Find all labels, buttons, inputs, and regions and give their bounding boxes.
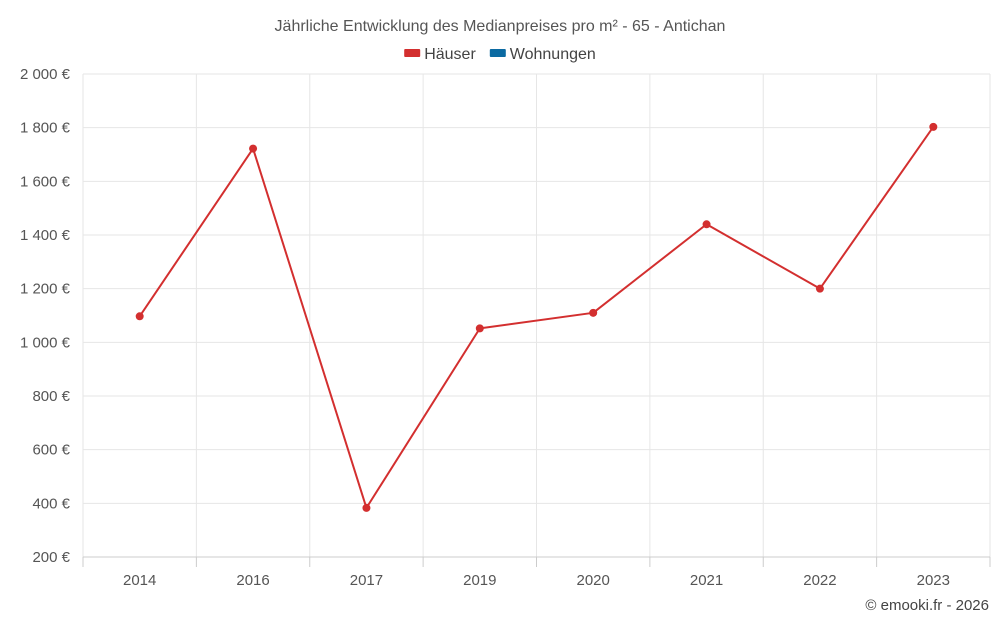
x-tick-label: 2019: [463, 572, 496, 589]
x-tick-label: 2022: [803, 572, 836, 589]
x-tick-label: 2020: [577, 572, 610, 589]
legend-swatch: [489, 49, 506, 57]
chart-title: Jährliche Entwicklung des Medianpreises …: [275, 18, 726, 35]
y-tick-label: 400 €: [32, 495, 70, 512]
y-tick-label: 1 000 €: [20, 334, 71, 351]
x-tick-label: 2017: [350, 572, 383, 589]
y-tick-label: 1 400 €: [20, 227, 71, 244]
y-tick-label: 1 600 €: [20, 173, 71, 190]
legend-swatch: [404, 49, 421, 57]
y-axis: 200 € 400 € 600 € 800 € 1 000 € 1 200 € 1 400 …: [20, 66, 71, 566]
y-tick-label: 600 €: [32, 442, 70, 459]
x-tick-label: 2023: [917, 572, 950, 589]
data-point: [589, 308, 598, 317]
data-point: [135, 312, 144, 321]
y-tick-label: 2 000 €: [20, 66, 71, 83]
legend-item[interactable]: Häuser: [404, 46, 476, 63]
y-tick-label: 800 €: [32, 388, 70, 405]
grid: [82, 73, 991, 567]
credit-label: © emooki.fr - 2026: [865, 597, 989, 614]
data-point: [929, 122, 938, 131]
series-area: [135, 122, 938, 512]
y-tick-label: 1 200 €: [20, 281, 71, 298]
data-point: [702, 220, 711, 229]
data-point: [362, 503, 371, 512]
x-axis: 2014 2016 2017 2019 2020 2021 2022 2023: [123, 572, 950, 589]
y-tick-label: 1 800 €: [20, 120, 71, 137]
x-tick-label: 2021: [690, 572, 723, 589]
data-point: [815, 284, 824, 293]
legend-item[interactable]: Wohnungen: [489, 46, 596, 63]
series-line-häuser: [138, 126, 935, 509]
legend-label: Häuser: [424, 46, 476, 63]
data-point: [249, 144, 258, 153]
y-tick-label: 200 €: [32, 549, 70, 566]
legend-label: Wohnungen: [510, 46, 596, 63]
legend: Häuser Wohnungen: [404, 46, 596, 63]
x-tick-label: 2016: [236, 572, 269, 589]
x-tick-label: 2014: [123, 572, 156, 589]
data-point: [475, 324, 484, 333]
